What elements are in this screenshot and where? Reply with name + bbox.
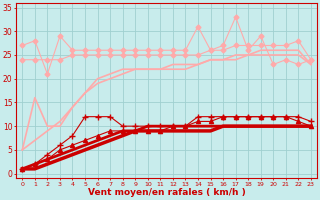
X-axis label: Vent moyen/en rafales ( km/h ): Vent moyen/en rafales ( km/h ) <box>88 188 245 197</box>
